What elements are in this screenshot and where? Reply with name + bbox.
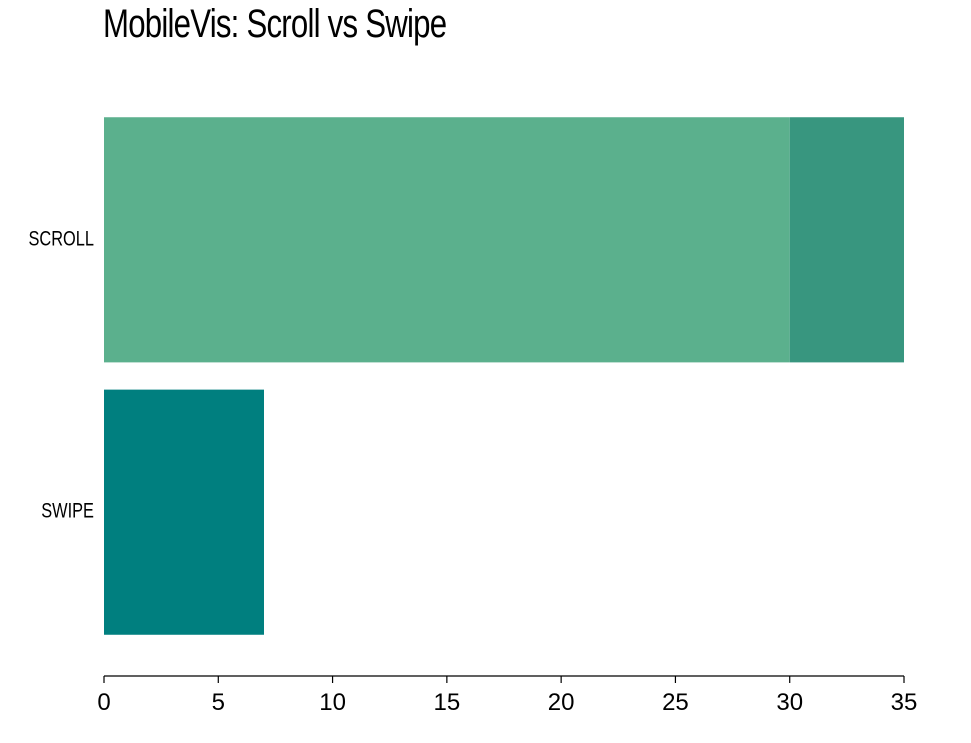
x-tick-label-5: 5 <box>212 689 225 716</box>
x-tick-label-15: 15 <box>434 689 461 716</box>
x-tick-label-35: 35 <box>891 689 918 716</box>
x-tick-label-10: 10 <box>319 689 346 716</box>
category-label-swipe: SWIPE <box>41 499 94 522</box>
x-tick-label-20: 20 <box>548 689 575 716</box>
category-labels: SCROLL SWIPE <box>28 226 94 522</box>
x-tick-label-0: 0 <box>97 689 110 716</box>
bars-layer <box>104 117 904 635</box>
category-label-scroll: SCROLL <box>28 226 94 249</box>
bar-swipe-segment-1 <box>104 389 264 635</box>
x-tick-label-30: 30 <box>776 689 803 716</box>
chart-title: MobileVis: Scroll vs Swipe <box>103 2 447 46</box>
bar-scroll-segment-1 <box>104 117 790 363</box>
x-tick-label-25: 25 <box>662 689 689 716</box>
x-axis: 0 5 10 15 20 25 30 35 <box>97 675 918 716</box>
bar-scroll-segment-2 <box>789 117 904 363</box>
